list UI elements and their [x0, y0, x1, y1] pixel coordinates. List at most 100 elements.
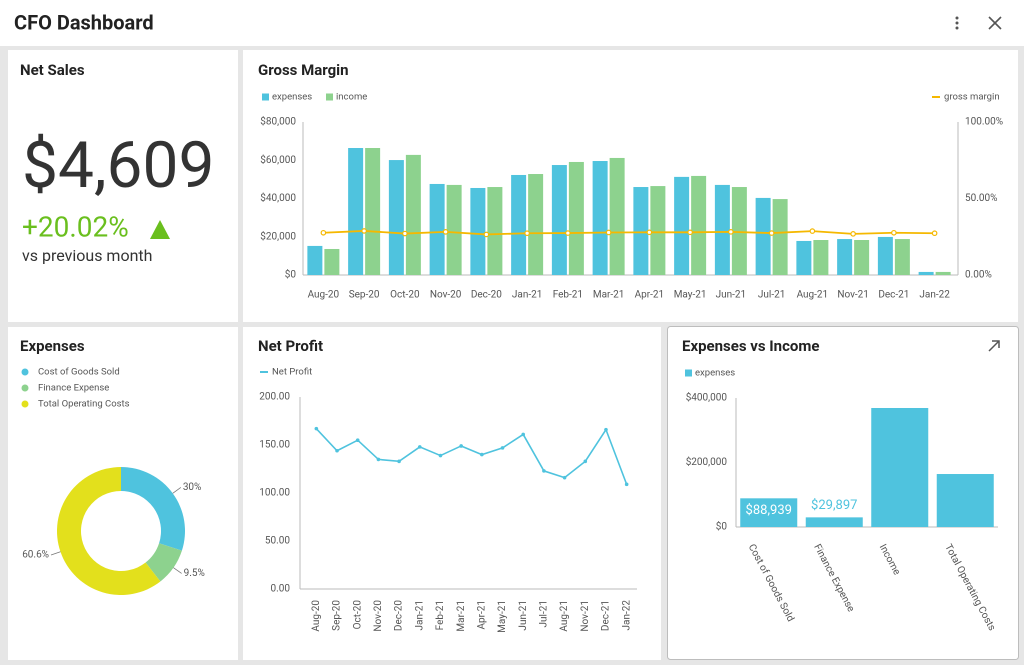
line-marker	[320, 229, 327, 236]
x-tick-label: Jun-21	[716, 290, 747, 301]
line-marker	[438, 453, 443, 458]
more-button[interactable]	[955, 16, 959, 30]
kpi-caption: vs previous month	[22, 246, 152, 265]
bar	[633, 187, 649, 275]
bar	[854, 240, 870, 275]
y-tick-label: 200.00	[259, 392, 290, 403]
bar	[446, 184, 462, 275]
data-label: 9.5%	[184, 568, 205, 579]
legend-label: expenses	[695, 368, 735, 379]
bar	[388, 160, 404, 275]
line-marker	[605, 229, 612, 236]
x-tick-label: Nov-20	[430, 290, 462, 301]
data-label: 60.6%	[22, 550, 49, 561]
bar	[714, 184, 730, 275]
bar	[487, 187, 503, 275]
y-tick-label: $40,000	[260, 191, 296, 204]
bar	[772, 199, 788, 275]
x-tick-label: Aug-20	[308, 290, 340, 301]
y-tick-label: 0.00	[271, 584, 291, 595]
bar	[429, 183, 445, 275]
legend-swatch	[326, 93, 333, 101]
line-marker	[850, 231, 856, 237]
bar	[674, 176, 690, 275]
x-tick-label: Nov-20	[373, 600, 384, 632]
legend-label: Cost of Goods Sold	[38, 367, 120, 378]
x-tick-label: Aug-21	[797, 290, 829, 301]
y-tick-label: 0.00%	[965, 270, 992, 281]
data-label: $29,897	[811, 498, 857, 513]
line-marker	[459, 444, 463, 448]
bar	[568, 161, 584, 275]
x-tick-label: Jan-22	[621, 600, 632, 631]
panel-title: Expenses vs Income	[682, 337, 819, 355]
up-arrow	[150, 220, 170, 239]
bar	[936, 474, 994, 527]
legend-swatch	[21, 384, 29, 392]
x-tick-label: Oct-20	[390, 290, 420, 301]
x-tick-label: Jan-22	[919, 290, 950, 301]
line-marker	[376, 457, 381, 462]
panel	[667, 326, 1019, 660]
bar	[307, 245, 323, 275]
line-marker	[646, 229, 653, 236]
line-marker	[402, 230, 408, 237]
line-marker	[521, 432, 526, 437]
bar	[511, 174, 527, 275]
bar	[551, 165, 567, 275]
y-tick-label: 150.00	[259, 440, 290, 451]
panel	[8, 327, 238, 660]
bar	[365, 148, 381, 275]
y-tick-label: 50.00%	[965, 193, 997, 204]
bar	[740, 498, 798, 527]
line-marker	[687, 229, 693, 236]
legend-swatch	[262, 93, 269, 101]
x-tick-label: Mar-21	[593, 290, 625, 301]
bar	[871, 407, 929, 527]
legend-label: Net Profit	[272, 367, 312, 378]
donut-segment	[57, 467, 161, 595]
close-button[interactable]	[988, 16, 1002, 30]
x-tick-label: Feb-21	[553, 290, 583, 301]
x-tick-label: Jul-21	[758, 290, 785, 301]
kpi-value: $4,609	[22, 128, 214, 203]
legend-swatch	[21, 368, 29, 376]
line-marker	[583, 459, 588, 464]
bar	[877, 236, 893, 275]
bar	[470, 187, 486, 275]
y-tick-label: $400,000	[686, 391, 728, 404]
bar	[592, 161, 608, 275]
x-tick-label: May-21	[497, 600, 508, 633]
legend-label: Finance Expense	[38, 383, 109, 394]
x-tick-label: Oct-20	[352, 600, 363, 630]
x-tick-label: Dec-21	[878, 290, 909, 301]
legend-label: income	[336, 92, 367, 103]
y-tick-label: $0	[285, 268, 297, 281]
line-marker	[314, 426, 319, 431]
line-marker	[768, 230, 775, 236]
bar	[935, 271, 951, 275]
panel	[243, 327, 661, 660]
x-tick-label: Sep-20	[332, 600, 343, 631]
panel-title: Net Sales	[20, 61, 85, 79]
x-tick-label: Nov-21	[580, 600, 591, 632]
x-tick-label: Jan-21	[512, 290, 542, 301]
line-marker	[397, 459, 401, 464]
line-marker	[604, 427, 608, 432]
x-tick-label: Nov-21	[837, 290, 869, 301]
line-marker	[361, 228, 367, 234]
line-marker	[891, 229, 897, 236]
bar	[796, 240, 812, 275]
line-marker	[417, 445, 422, 449]
legend-label: gross margin	[944, 92, 1000, 103]
panel-title: Expenses	[20, 337, 85, 355]
line-marker	[809, 228, 816, 234]
expand-button[interactable]	[988, 340, 1000, 352]
line-marker	[728, 229, 734, 235]
line-marker	[931, 230, 938, 237]
y-tick-label: $80,000	[260, 115, 296, 128]
bar	[813, 240, 829, 275]
y-tick-label: $0	[716, 520, 728, 533]
y-tick-label: $20,000	[260, 229, 296, 242]
line-marker	[483, 231, 490, 238]
